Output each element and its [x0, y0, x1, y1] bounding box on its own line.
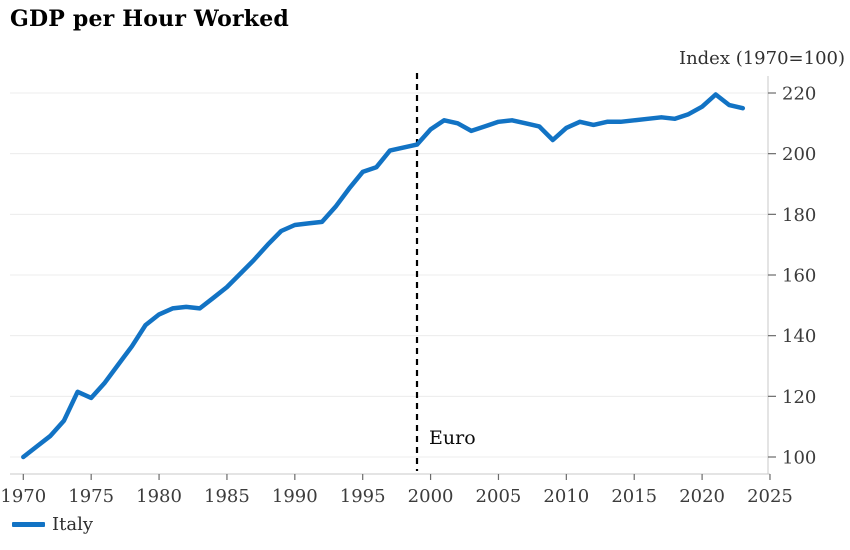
x-tick-label-2010: 2010 [543, 486, 589, 507]
y-tick-label-220: 220 [782, 84, 816, 105]
legend: Italy [12, 514, 93, 535]
x-tick-label-1985: 1985 [204, 486, 250, 507]
x-tick-label-1995: 1995 [340, 486, 386, 507]
x-tick-label-2025: 2025 [747, 486, 793, 507]
gridlines [10, 92, 768, 458]
italy-legend-swatch [12, 522, 45, 527]
x-axis-ticks: 1970 1975 1980 1985 1990 1995 2000 2005 2010 2015… [0, 474, 793, 507]
x-tick-label-2000: 2000 [408, 486, 454, 507]
x-tick-label-1970: 1970 [0, 486, 46, 507]
x-tick-label-2005: 2005 [476, 486, 522, 507]
y-tick-label-160: 160 [782, 266, 816, 287]
y-tick-label-140: 140 [782, 326, 816, 347]
x-tick-label-1990: 1990 [272, 486, 318, 507]
euro-annotation-label: Euro [429, 427, 476, 449]
italy-series-line [21, 92, 746, 460]
y-tick-label-200: 200 [782, 144, 816, 165]
y-tick-label-180: 180 [782, 205, 816, 226]
x-tick-label-2020: 2020 [679, 486, 725, 507]
x-tick-label-1980: 1980 [136, 486, 182, 507]
chart-title: GDP per Hour Worked [10, 6, 290, 32]
italy-legend-label: Italy [52, 514, 94, 535]
y-axis-unit-label: Index (1970=100) [678, 48, 845, 69]
y-tick-label-100: 100 [782, 448, 816, 469]
y-tick-label-120: 120 [782, 387, 816, 408]
x-tick-label-1975: 1975 [68, 486, 114, 507]
y-axis-ticks: 100 120 140 160 180 200 220 [768, 84, 816, 469]
x-tick-label-2015: 2015 [611, 486, 657, 507]
